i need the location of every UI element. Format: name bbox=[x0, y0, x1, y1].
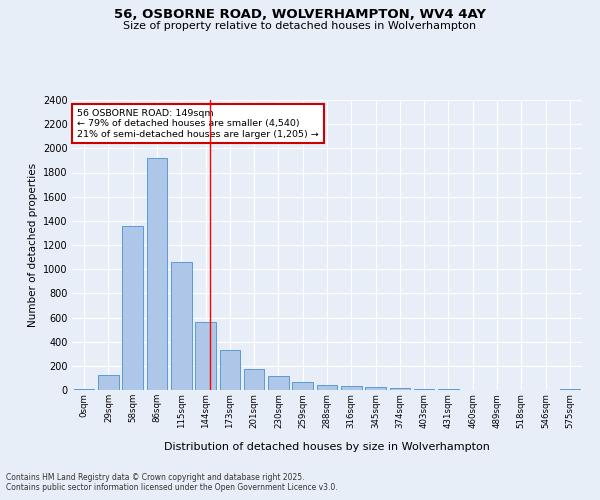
Text: Size of property relative to detached houses in Wolverhampton: Size of property relative to detached ho… bbox=[124, 21, 476, 31]
Bar bbox=[365, 387, 386, 390]
Bar bbox=[560, 389, 580, 390]
Bar bbox=[389, 388, 410, 390]
Text: Contains HM Land Registry data © Crown copyright and database right 2025.: Contains HM Land Registry data © Crown c… bbox=[6, 472, 305, 482]
Text: 56, OSBORNE ROAD, WOLVERHAMPTON, WV4 4AY: 56, OSBORNE ROAD, WOLVERHAMPTON, WV4 4AY bbox=[114, 8, 486, 20]
Bar bbox=[414, 389, 434, 390]
Bar bbox=[244, 370, 265, 390]
Bar bbox=[220, 350, 240, 390]
Text: 56 OSBORNE ROAD: 149sqm
← 79% of detached houses are smaller (4,540)
21% of semi: 56 OSBORNE ROAD: 149sqm ← 79% of detache… bbox=[77, 108, 319, 138]
Y-axis label: Number of detached properties: Number of detached properties bbox=[28, 163, 38, 327]
Bar bbox=[292, 382, 313, 390]
Bar bbox=[317, 385, 337, 390]
Bar bbox=[268, 376, 289, 390]
Bar bbox=[74, 389, 94, 390]
Text: Contains public sector information licensed under the Open Government Licence v3: Contains public sector information licen… bbox=[6, 484, 338, 492]
Bar bbox=[122, 226, 143, 390]
Bar bbox=[171, 262, 191, 390]
Bar bbox=[341, 386, 362, 390]
Bar bbox=[98, 375, 119, 390]
Bar bbox=[195, 322, 216, 390]
Bar bbox=[146, 158, 167, 390]
Text: Distribution of detached houses by size in Wolverhampton: Distribution of detached houses by size … bbox=[164, 442, 490, 452]
